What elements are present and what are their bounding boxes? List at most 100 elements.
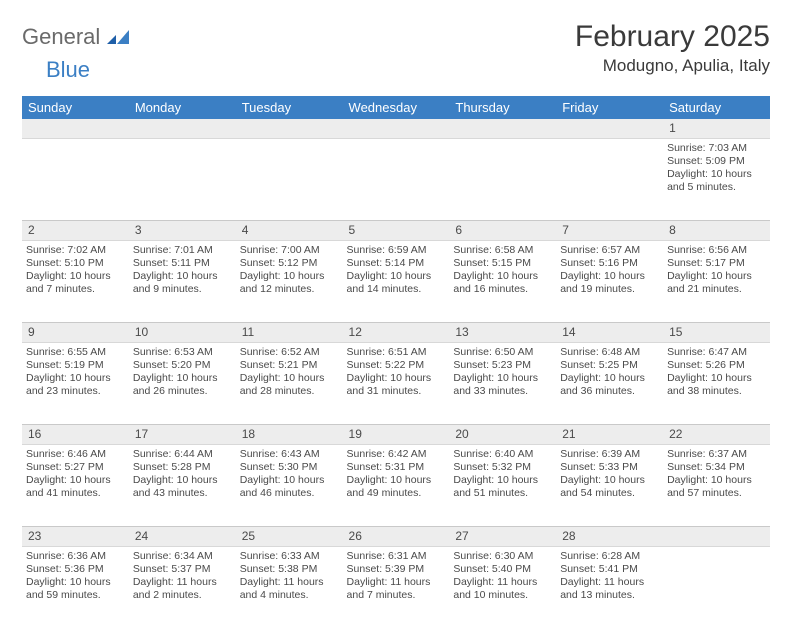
daylight-line: Daylight: 10 hours [133, 474, 232, 487]
weekday-header: Wednesday [343, 96, 450, 119]
sunrise-line: Sunrise: 6:33 AM [240, 550, 339, 563]
day-number: 25 [236, 527, 343, 547]
day-cell: Sunrise: 6:46 AMSunset: 5:27 PMDaylight:… [22, 445, 129, 527]
sunset-line: Sunset: 5:41 PM [560, 563, 659, 576]
day-number: 16 [22, 425, 129, 445]
daylight-line: Daylight: 11 hours [453, 576, 552, 589]
sunrise-line: Sunrise: 6:37 AM [667, 448, 766, 461]
sunset-line: Sunset: 5:28 PM [133, 461, 232, 474]
sunset-line: Sunset: 5:23 PM [453, 359, 552, 372]
day-number: 4 [236, 221, 343, 241]
day-number: 26 [343, 527, 450, 547]
day-cell: Sunrise: 6:57 AMSunset: 5:16 PMDaylight:… [556, 241, 663, 323]
daylight-line: Daylight: 10 hours [453, 372, 552, 385]
sunset-line: Sunset: 5:34 PM [667, 461, 766, 474]
logo-sail-icon [107, 30, 129, 49]
day-number: 7 [556, 221, 663, 241]
daylight-line: and 59 minutes. [26, 589, 125, 602]
daylight-line: and 9 minutes. [133, 283, 232, 296]
daylight-line: Daylight: 10 hours [133, 372, 232, 385]
daylight-line: Daylight: 10 hours [26, 474, 125, 487]
weekday-header: Saturday [663, 96, 770, 119]
sunset-line: Sunset: 5:16 PM [560, 257, 659, 270]
day-cell [22, 139, 129, 221]
day-number [236, 119, 343, 139]
sunrise-line: Sunrise: 6:46 AM [26, 448, 125, 461]
day-number-row: 1 [22, 119, 770, 139]
day-cell [556, 139, 663, 221]
daylight-line: and 4 minutes. [240, 589, 339, 602]
sunset-line: Sunset: 5:27 PM [26, 461, 125, 474]
daylight-line: and 41 minutes. [26, 487, 125, 500]
daylight-line: Daylight: 10 hours [560, 270, 659, 283]
sunrise-line: Sunrise: 6:40 AM [453, 448, 552, 461]
sunrise-line: Sunrise: 6:28 AM [560, 550, 659, 563]
daylight-line: and 14 minutes. [347, 283, 446, 296]
sunset-line: Sunset: 5:36 PM [26, 563, 125, 576]
daylight-line: and 57 minutes. [667, 487, 766, 500]
sunrise-line: Sunrise: 6:36 AM [26, 550, 125, 563]
daylight-line: and 26 minutes. [133, 385, 232, 398]
daylight-line: Daylight: 10 hours [453, 270, 552, 283]
daylight-line: and 5 minutes. [667, 181, 766, 194]
day-number: 11 [236, 323, 343, 343]
daylight-line: Daylight: 10 hours [667, 270, 766, 283]
weekday-header: Thursday [449, 96, 556, 119]
day-content-row: Sunrise: 6:36 AMSunset: 5:36 PMDaylight:… [22, 547, 770, 629]
sunrise-line: Sunrise: 6:39 AM [560, 448, 659, 461]
daylight-line: and 54 minutes. [560, 487, 659, 500]
daylight-line: and 16 minutes. [453, 283, 552, 296]
daylight-line: and 21 minutes. [667, 283, 766, 296]
day-cell [129, 139, 236, 221]
day-cell: Sunrise: 6:56 AMSunset: 5:17 PMDaylight:… [663, 241, 770, 323]
calendar-table: Sunday Monday Tuesday Wednesday Thursday… [22, 96, 770, 629]
logo-word2: Blue [46, 57, 90, 82]
day-number: 9 [22, 323, 129, 343]
sunrise-line: Sunrise: 7:03 AM [667, 142, 766, 155]
daylight-line: and 13 minutes. [560, 589, 659, 602]
logo: General Blue [22, 26, 129, 82]
daylight-line: Daylight: 10 hours [26, 372, 125, 385]
day-cell: Sunrise: 6:37 AMSunset: 5:34 PMDaylight:… [663, 445, 770, 527]
day-number-row: 2345678 [22, 221, 770, 241]
daylight-line: Daylight: 10 hours [347, 270, 446, 283]
sunset-line: Sunset: 5:38 PM [240, 563, 339, 576]
daylight-line: Daylight: 10 hours [453, 474, 552, 487]
day-cell: Sunrise: 6:51 AMSunset: 5:22 PMDaylight:… [343, 343, 450, 425]
sunrise-line: Sunrise: 6:34 AM [133, 550, 232, 563]
location-text: Modugno, Apulia, Italy [575, 56, 770, 76]
sunset-line: Sunset: 5:10 PM [26, 257, 125, 270]
sunset-line: Sunset: 5:25 PM [560, 359, 659, 372]
day-cell: Sunrise: 6:31 AMSunset: 5:39 PMDaylight:… [343, 547, 450, 629]
daylight-line: Daylight: 10 hours [26, 576, 125, 589]
weekday-header: Tuesday [236, 96, 343, 119]
sunrise-line: Sunrise: 7:00 AM [240, 244, 339, 257]
daylight-line: and 23 minutes. [26, 385, 125, 398]
daylight-line: Daylight: 10 hours [133, 270, 232, 283]
day-cell: Sunrise: 6:30 AMSunset: 5:40 PMDaylight:… [449, 547, 556, 629]
daylight-line: and 36 minutes. [560, 385, 659, 398]
day-number-row: 232425262728 [22, 527, 770, 547]
daylight-line: and 49 minutes. [347, 487, 446, 500]
daylight-line: Daylight: 10 hours [560, 474, 659, 487]
day-cell: Sunrise: 7:00 AMSunset: 5:12 PMDaylight:… [236, 241, 343, 323]
sunset-line: Sunset: 5:31 PM [347, 461, 446, 474]
day-number: 15 [663, 323, 770, 343]
month-title: February 2025 [575, 20, 770, 54]
sunset-line: Sunset: 5:12 PM [240, 257, 339, 270]
daylight-line: and 2 minutes. [133, 589, 232, 602]
day-number: 3 [129, 221, 236, 241]
daylight-line: Daylight: 11 hours [560, 576, 659, 589]
sunset-line: Sunset: 5:26 PM [667, 359, 766, 372]
day-number: 13 [449, 323, 556, 343]
daylight-line: and 33 minutes. [453, 385, 552, 398]
sunrise-line: Sunrise: 6:31 AM [347, 550, 446, 563]
day-number [556, 119, 663, 139]
sunrise-line: Sunrise: 6:42 AM [347, 448, 446, 461]
day-cell [236, 139, 343, 221]
day-number: 18 [236, 425, 343, 445]
sunset-line: Sunset: 5:11 PM [133, 257, 232, 270]
day-content-row: Sunrise: 6:46 AMSunset: 5:27 PMDaylight:… [22, 445, 770, 527]
sunrise-line: Sunrise: 6:50 AM [453, 346, 552, 359]
day-number: 10 [129, 323, 236, 343]
